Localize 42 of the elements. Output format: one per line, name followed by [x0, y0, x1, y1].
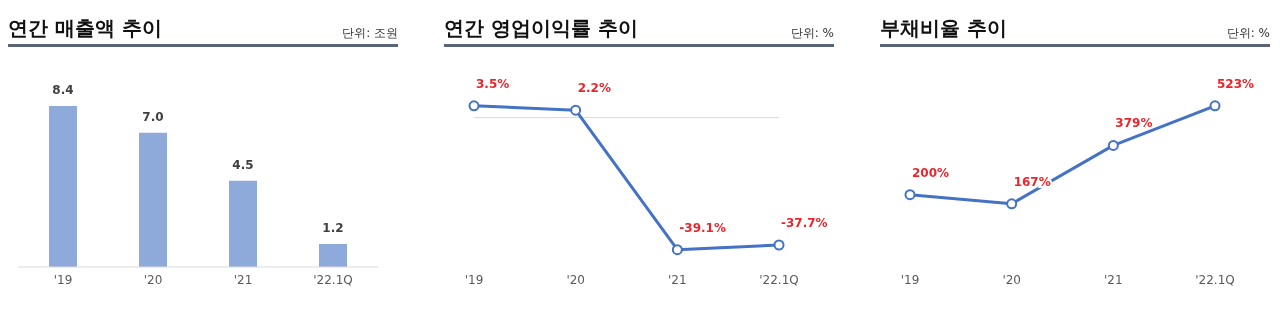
chart-title: 연간 매출액 추이	[8, 15, 162, 42]
data-label: 2.2%	[577, 81, 611, 96]
data-label: 167%	[1013, 174, 1051, 189]
x-tick-label: '22.1Q	[759, 272, 799, 287]
point	[773, 239, 785, 251]
point	[1006, 198, 1018, 210]
data-label: 1.2	[322, 221, 344, 235]
x-tick-label: '21	[1104, 272, 1123, 287]
x-tick-label: '21	[233, 272, 253, 287]
x-tick-label: '19	[900, 272, 920, 287]
chart-subtitle: 단위: %	[1226, 25, 1270, 42]
x-tick-label: '22.1Q	[313, 272, 353, 287]
data-label: 8.4	[52, 82, 74, 97]
data-label: -39.1%	[679, 220, 726, 235]
x-tick-label: '20	[143, 272, 163, 287]
data-label: 523%	[1217, 76, 1255, 91]
x-tick-label: '20	[1002, 272, 1021, 287]
point	[468, 100, 480, 112]
bar	[139, 132, 167, 267]
x-tick-label: '21	[668, 272, 687, 287]
x-tick-label: '20	[566, 272, 585, 287]
data-label: 4.5	[232, 157, 254, 172]
data-label: 200%	[912, 165, 950, 180]
point	[570, 104, 582, 116]
point	[1209, 100, 1221, 112]
text: 단위: %	[790, 25, 834, 42]
point	[1107, 139, 1119, 151]
bar	[319, 244, 347, 267]
chart-title: 연간 영업이익률 추이	[444, 15, 638, 42]
bar	[229, 180, 257, 267]
x-tick-label: '19	[53, 272, 73, 287]
chart-title: 부채비율 추이	[880, 15, 1007, 42]
data-label: -37.7%	[781, 216, 828, 230]
data-label: 379%	[1115, 116, 1153, 131]
point	[671, 244, 683, 256]
x-tick-label: '22.1Q	[1195, 272, 1235, 287]
data-label: 7.0	[142, 109, 164, 124]
x-tick-label: '19	[464, 272, 484, 287]
chart-subtitle: 단위: 조원	[342, 25, 398, 42]
bar	[49, 105, 77, 267]
point	[904, 189, 916, 201]
data-label: 3.5%	[476, 76, 510, 91]
